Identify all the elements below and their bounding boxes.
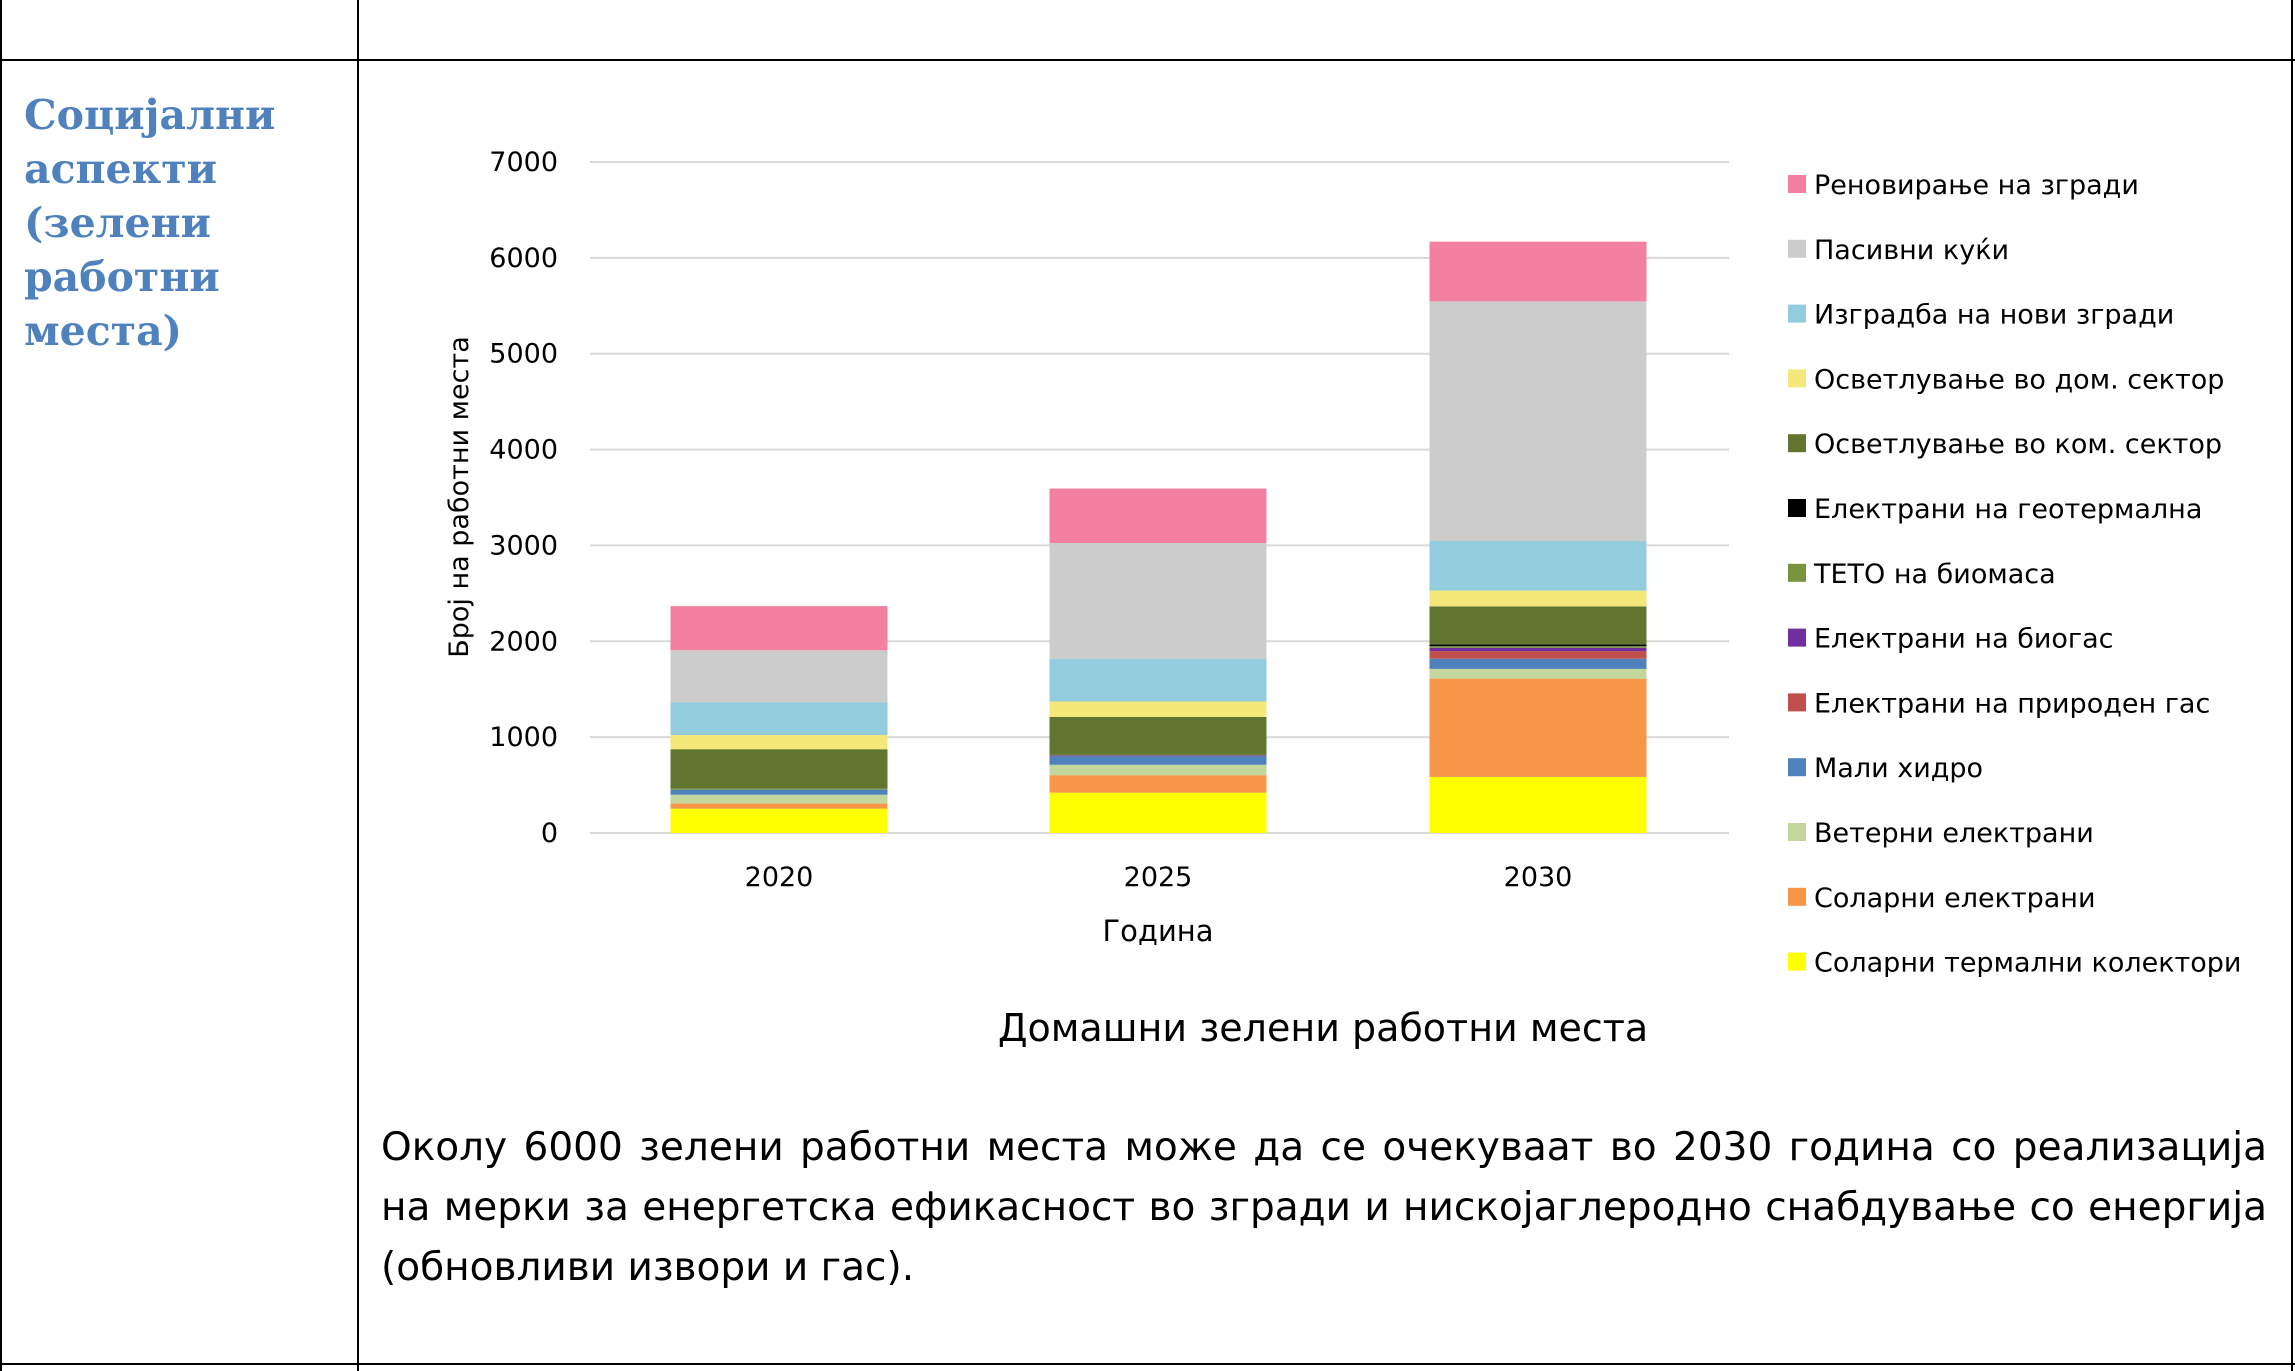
row-heading-line: (зелени [24,199,212,247]
y-tick-label: 0 [541,818,558,849]
legend-swatch [1788,628,1806,647]
y-axis-title: Број на работни места [444,336,475,658]
bar-segment [1049,543,1267,659]
bar-segment [670,735,888,750]
legend-label: Изградба на нови згради [1814,300,2174,331]
legend-swatch [1788,369,1806,388]
bar-segment [1429,241,1647,302]
bar-segment [670,749,888,789]
legend-label: ТЕТО на биомаса [1813,559,2056,590]
table-border-bottom [0,1363,2295,1365]
bar-segment [1049,755,1267,757]
legend-swatch [1788,239,1806,258]
x-tick-label: 2025 [1124,862,1193,893]
legend-swatch [1788,434,1806,453]
legend-swatch [1788,175,1806,193]
legend-label: Електрани на природен гас [1814,688,2210,719]
bar-segment [1429,647,1647,652]
x-tick-label: 2030 [1504,862,1573,893]
bar-segment [1049,716,1267,755]
bar-segment [1049,701,1267,717]
x-tick-label: 2020 [745,862,814,893]
chart-title: Домашни зелени работни места [998,1006,1648,1050]
row-heading-line: работни [24,253,220,301]
bar-segment [670,794,888,804]
legend-label: Мали хидро [1814,753,1983,784]
bar-segment [1429,678,1647,777]
bar-segment [1429,590,1647,607]
row-heading-line: аспекти [24,145,218,193]
legend-label: Реновирање на згради [1814,170,2139,201]
bar-segment [670,803,888,809]
legend-label: Осветлување во ком. сектор [1814,429,2222,460]
legend-label: Електрани на геотермална [1814,494,2202,525]
bar-segment [1049,775,1267,793]
summary-paragraph: Околу 6000 зелени работни места може да … [381,1125,2267,1290]
bar-segment [670,702,888,736]
bar-segment [670,789,888,795]
bar-segment [1049,658,1267,702]
y-tick-label: 2000 [489,626,558,657]
table-border-divider [357,0,359,1371]
bar-segment [670,808,888,833]
legend-swatch [1788,499,1806,517]
legend-label: Пасивни куќи [1814,235,2009,266]
bar-segment [1429,776,1647,833]
legend-label: Електрани на биогас [1814,624,2114,655]
bar-segment [670,606,888,651]
y-tick-label: 3000 [489,530,558,561]
bar-segment [1049,764,1267,776]
x-axis-title: Година [1102,914,1213,948]
bar-segment [1049,488,1267,544]
bar-segment [1429,541,1647,591]
table-border-right [2291,0,2293,1371]
legend-swatch [1788,563,1806,582]
table-border-top-row [0,59,2295,61]
bar-segment [1049,754,1267,756]
legend-swatch [1788,952,1806,971]
legend-swatch [1788,758,1806,777]
bar-segment [1429,606,1647,645]
legend-swatch [1788,823,1806,841]
bar-segment [1429,644,1647,647]
bar-segment [670,788,888,790]
legend-swatch [1788,887,1806,906]
legend-label: Осветлување во дом. сектор [1814,364,2224,395]
y-tick-label: 4000 [489,435,558,466]
bar-segment [1429,651,1647,659]
y-tick-label: 7000 [489,147,558,178]
legend-swatch [1788,304,1806,323]
bar-segment [1429,658,1647,669]
y-tick-label: 5000 [489,339,558,370]
bar-segment [1429,668,1647,679]
row-heading-line: Социјални [24,91,276,139]
legend-label: Соларни термални колектори [1814,948,2241,979]
table-border-left [0,0,2,1371]
y-tick-label: 1000 [489,722,558,753]
bar-segment [1429,646,1647,648]
y-tick-label: 6000 [489,243,558,274]
legend-swatch [1788,693,1806,712]
bar-segment [1429,301,1647,542]
row-heading: Социјални аспекти (зелени работни места) [24,88,344,358]
bar-segment [670,650,888,703]
bar-segment [1049,792,1267,833]
bar-segment [1049,756,1267,765]
legend-label: Ветерни електрани [1814,818,2094,849]
row-heading-line: места) [24,307,183,355]
legend-label: Соларни електрани [1814,883,2096,914]
